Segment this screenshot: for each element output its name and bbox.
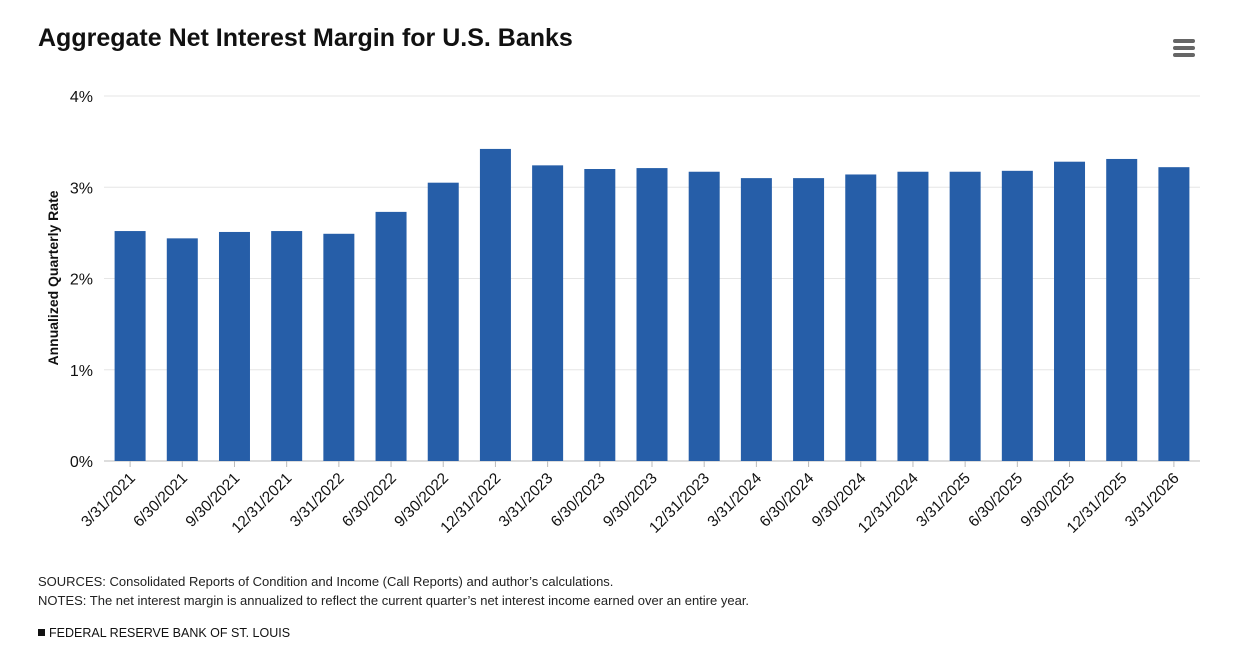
bar[interactable] [845, 174, 877, 461]
y-tick-label: 1% [70, 363, 93, 380]
bar[interactable] [375, 211, 407, 461]
hamburger-menu-icon [1173, 39, 1195, 43]
x-tick-label: 6/30/2021 [130, 470, 191, 531]
x-tick-label: 3/31/2022 [287, 470, 348, 531]
y-tick-labels: 0% 1% 2% 3% 4% [70, 89, 93, 471]
bar[interactable] [1054, 161, 1086, 461]
hamburger-menu-icon-line [1173, 46, 1195, 50]
bar[interactable] [1001, 170, 1033, 461]
x-tick-label: 3/31/2023 [496, 470, 557, 531]
bar[interactable] [479, 148, 511, 462]
bar[interactable] [532, 165, 564, 461]
bar[interactable] [688, 171, 720, 462]
y-axis-label: Annualized Quarterly Rate [45, 190, 61, 365]
y-tick-label: 4% [70, 89, 93, 106]
x-tick-label: 6/30/2025 [965, 470, 1026, 531]
bar[interactable] [636, 168, 668, 461]
chart-title: Aggregate Net Interest Margin for U.S. B… [38, 24, 573, 52]
bar[interactable] [166, 238, 198, 461]
bar[interactable] [323, 233, 355, 461]
notes-text: NOTES: The net interest margin is annual… [38, 593, 750, 608]
x-tick-label: 6/30/2024 [757, 470, 818, 531]
bar[interactable] [740, 178, 772, 461]
x-tick-label: 3/31/2021 [78, 470, 139, 531]
y-tick-label: 2% [70, 272, 93, 289]
bar[interactable] [949, 171, 981, 462]
bar[interactable] [584, 169, 616, 461]
bar[interactable] [218, 231, 250, 461]
brand-square-icon [38, 629, 45, 636]
bar[interactable] [1158, 167, 1190, 462]
brand-name: FEDERAL RESERVE BANK OF ST. LOUIS [49, 626, 291, 640]
hamburger-menu-icon-line [1173, 53, 1195, 57]
x-tick-label: 6/30/2023 [548, 470, 609, 531]
bar[interactable] [1106, 158, 1138, 461]
brand-footer: FEDERAL RESERVE BANK OF ST. LOUIS [38, 626, 290, 640]
bars [114, 148, 1190, 462]
bar[interactable] [427, 182, 459, 461]
bar[interactable] [114, 231, 146, 461]
sources-note: SOURCES: Consolidated Reports of Conditi… [38, 574, 614, 589]
bar[interactable] [793, 178, 825, 461]
x-tick-label: 3/31/2025 [913, 470, 974, 531]
bar-chart: 0% 1% 2% 3% 4% 3/31/20216/30/20219/30/202112… [45, 89, 1200, 537]
y-tick-label: 3% [70, 180, 93, 197]
x-tick-label: 3/31/2024 [704, 470, 765, 531]
x-tick-label: 6/30/2022 [339, 470, 400, 531]
x-tick-label: 3/31/2026 [1122, 470, 1183, 531]
chart-menu-button[interactable] [1170, 36, 1198, 60]
bar[interactable] [271, 231, 303, 461]
bar[interactable] [897, 171, 929, 462]
x-tick-labels: 3/31/20216/30/20219/30/202112/31/20213/3… [78, 461, 1183, 537]
y-tick-label: 0% [70, 454, 93, 471]
